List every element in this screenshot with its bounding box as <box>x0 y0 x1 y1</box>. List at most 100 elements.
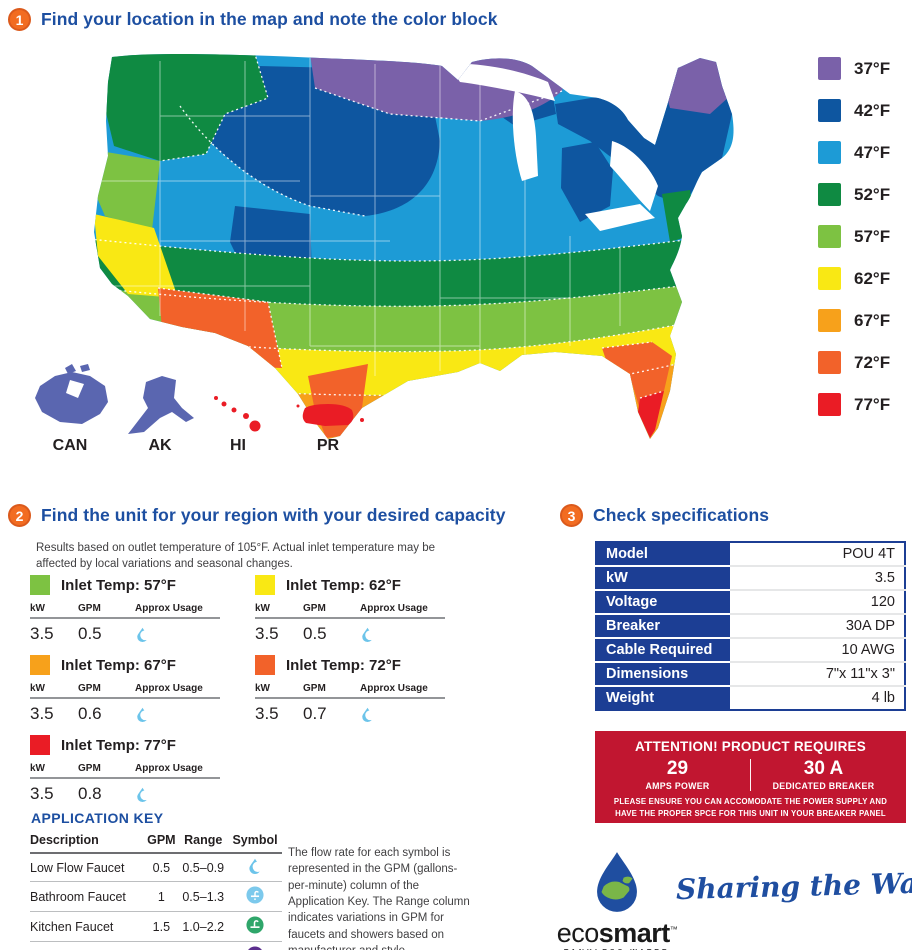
legend-item: 42°F <box>818 99 890 122</box>
step-1-badge: 1 <box>8 8 31 31</box>
alaska-shape <box>128 376 194 434</box>
state-borders <box>95 58 621 376</box>
temperature-legend: 37°F 42°F 47°F 52°F 57°F 62°F 67°F 72°F … <box>818 57 890 416</box>
attention-note: PLEASE ENSURE YOU CAN ACCOMODATE THE POW… <box>613 796 888 818</box>
low-flow-droplet-icon <box>137 707 150 723</box>
inlet-table-62f: Inlet Temp: 62°F kW GPM Approx Usage 3.5 0.… <box>255 575 455 644</box>
table-row: Dimensions 7"x 11"x 3" <box>596 662 905 687</box>
table-row: Weight 4 lb <box>596 686 905 710</box>
zone-52f-pacific-northwest <box>98 54 268 161</box>
bathroom-faucet-icon <box>246 886 264 904</box>
legend-swatch-37f <box>818 57 841 80</box>
zone-37f-maine <box>655 54 730 114</box>
kw-value: 3.5 <box>30 704 54 723</box>
legend-item: 67°F <box>818 309 890 332</box>
legend-item: 47°F <box>818 141 890 164</box>
kw-value: 3.5 <box>255 704 279 723</box>
amps-power: 29 AMPS POWER <box>645 758 710 791</box>
legend-swatch-67f <box>818 309 841 332</box>
table-row: Low Flow Faucet 0.5 0.5–0.9 <box>30 853 282 882</box>
contiguous-us <box>94 54 734 439</box>
step-2-header: 2 Find the unit for your region with you… <box>8 504 553 527</box>
step-3-header: 3 Check specifications <box>560 504 769 527</box>
step-3-title: Check specifications <box>593 505 770 525</box>
gpm-value: 0.6 <box>78 704 102 723</box>
zone-42f-michigan <box>561 142 613 222</box>
low-flow-droplet-icon <box>249 858 264 874</box>
gpm-value: 0.5 <box>303 624 327 643</box>
tagline: Sharing the Warmth™ <box>675 864 912 907</box>
inlet-swatch-72f <box>255 655 275 675</box>
table-row: Voltage 120 <box>596 590 905 615</box>
attention-title: ATTENTION! PRODUCT REQUIRES <box>635 739 866 754</box>
kitchen-faucet-icon <box>246 916 264 934</box>
inlet-swatch-57f <box>30 575 50 595</box>
legend-swatch-62f <box>818 267 841 290</box>
zone-72f-south-texas <box>308 364 368 438</box>
inlet-table-57f: Inlet Temp: 57°F kW GPM Approx Usage 3.5 0.… <box>30 575 230 644</box>
label-hi: HI <box>230 437 246 454</box>
low-flow-droplet-icon <box>362 627 375 643</box>
step-2-badge: 2 <box>8 504 31 527</box>
legend-item: 72°F <box>818 351 890 374</box>
canada-shape <box>35 364 108 424</box>
table-row: Kitchen Faucet 1.5 1.0–2.2 <box>30 911 282 942</box>
table-row: Bathroom Faucet 1 0.5–1.3 <box>30 881 282 912</box>
legend-swatch-57f <box>818 225 841 248</box>
step-1-title: Find your location in the map and note t… <box>41 9 498 29</box>
table-row: Model POU 4T <box>596 542 905 567</box>
ecosmart-droplet-icon <box>597 852 637 912</box>
label-pr: PR <box>317 437 340 454</box>
ecosmart-logo: ecosmart™ TANKLESS WATER HEATERS <box>553 851 681 950</box>
kw-value: 3.5 <box>30 784 54 803</box>
gpm-value: 0.5 <box>78 624 102 643</box>
label-can: CAN <box>53 437 88 454</box>
shower-icon <box>248 946 262 950</box>
step-2-title: Find the unit for your region with your … <box>41 505 506 525</box>
inlet-table-77f: Inlet Temp: 77°F kW GPM Approx Usage 3.5 0.… <box>30 735 230 804</box>
low-flow-droplet-icon <box>137 787 150 803</box>
zone-62f-california <box>94 214 178 298</box>
flow-rate-note: The flow rate for each symbol is represe… <box>288 847 470 950</box>
low-flow-droplet-icon <box>137 627 150 643</box>
hawaii-shape <box>214 396 261 432</box>
dedicated-breaker: 30 A DEDICATED BREAKER <box>750 758 896 791</box>
zone-57f-north-california <box>94 150 160 230</box>
table-row: Breaker 30A DP <box>596 614 905 639</box>
zone-72f-arizona <box>158 288 282 368</box>
legend-swatch-77f <box>818 393 841 416</box>
ecosmart-wordmark: ecosmart™ <box>556 918 678 948</box>
us-temperature-map: CAN AK HI PR <box>35 54 734 454</box>
step-1-header: 1 Find your location in the map and note… <box>8 8 498 31</box>
puerto-rico-shape <box>296 404 364 426</box>
legend-item: 62°F <box>818 267 890 290</box>
legend-item: 52°F <box>818 183 890 206</box>
kw-value: 3.5 <box>30 624 54 643</box>
inlet-swatch-62f <box>255 575 275 595</box>
legend-swatch-47f <box>818 141 841 164</box>
application-key-table: Description GPM Range Symbol Low Flow Fa… <box>30 831 282 950</box>
gpm-value: 0.7 <box>303 704 327 723</box>
legend-swatch-72f <box>818 351 841 374</box>
table-row: kW 3.5 <box>596 566 905 591</box>
inlet-table-72f: Inlet Temp: 72°F kW GPM Approx Usage 3.5 0.… <box>255 655 455 724</box>
legend-swatch-52f <box>818 183 841 206</box>
specifications-table: Model POU 4T kW 3.5 Voltage 120 Breaker 30A … <box>595 541 906 711</box>
legend-swatch-42f <box>818 99 841 122</box>
legend-item: 77°F <box>818 393 890 416</box>
inlet-table-67f: Inlet Temp: 67°F kW GPM Approx Usage 3.5 0.… <box>30 655 230 724</box>
step-3-badge: 3 <box>560 504 583 527</box>
legend-item: 37°F <box>818 57 890 80</box>
inlet-swatch-77f <box>30 735 50 755</box>
label-ak: AK <box>148 437 172 454</box>
legend-item: 57°F <box>818 225 890 248</box>
outlet-temperature-note: Results based on outlet temperature of 1… <box>36 542 436 570</box>
table-row: Shower 2 1.5–2.5 <box>30 941 282 950</box>
application-key-title: APPLICATION KEY <box>31 810 164 826</box>
attention-box: ATTENTION! PRODUCT REQUIRES 29 AMPS POWE… <box>595 731 906 823</box>
zone-77f-south-florida <box>638 391 664 438</box>
table-row: Cable Required 10 AWG <box>596 638 905 663</box>
gpm-value: 0.8 <box>78 784 102 803</box>
kw-value: 3.5 <box>255 624 279 643</box>
